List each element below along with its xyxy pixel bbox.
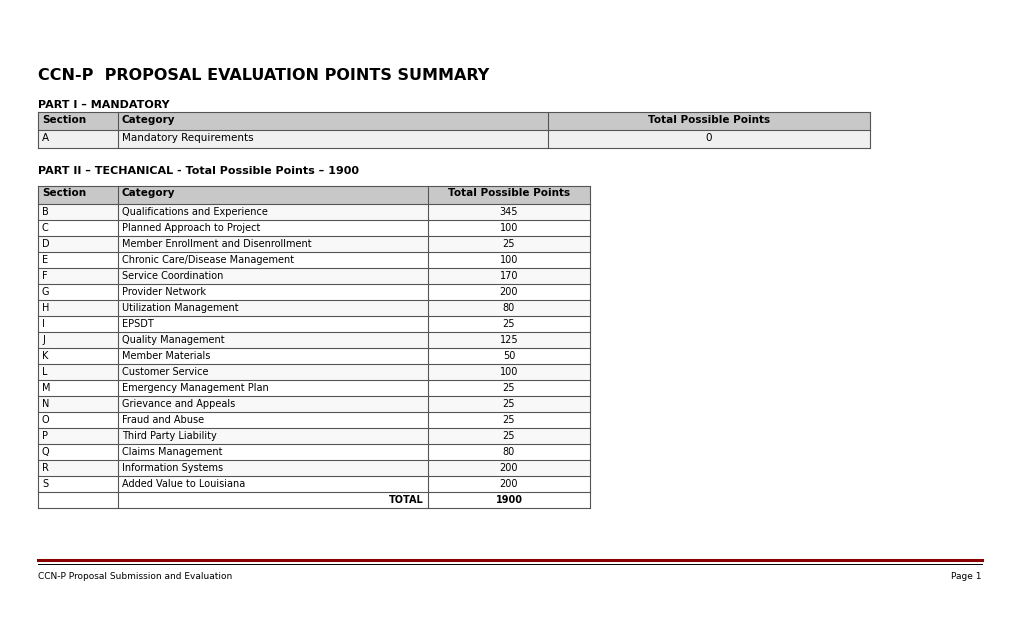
- Text: Utilization Management: Utilization Management: [122, 303, 238, 313]
- Text: O: O: [42, 415, 50, 425]
- Bar: [38, 268, 589, 284]
- Text: Chronic Care/Disease Management: Chronic Care/Disease Management: [122, 255, 293, 265]
- Text: Total Possible Points: Total Possible Points: [647, 115, 769, 125]
- Text: Q: Q: [42, 447, 50, 457]
- Text: Member Materials: Member Materials: [122, 351, 210, 361]
- Text: 80: 80: [502, 303, 515, 313]
- Bar: [38, 204, 589, 220]
- Text: 345: 345: [499, 207, 518, 217]
- Text: 1900: 1900: [495, 495, 522, 505]
- Text: Service Coordination: Service Coordination: [122, 271, 223, 281]
- Text: Total Possible Points: Total Possible Points: [447, 188, 570, 198]
- Text: PART II – TECHANICAL - Total Possible Points – 1900: PART II – TECHANICAL - Total Possible Po…: [38, 166, 359, 176]
- Text: 50: 50: [502, 351, 515, 361]
- Text: Claims Management: Claims Management: [122, 447, 222, 457]
- Bar: [38, 348, 589, 364]
- Bar: [38, 428, 589, 444]
- Text: Fraud and Abuse: Fraud and Abuse: [122, 415, 204, 425]
- Text: Planned Approach to Project: Planned Approach to Project: [122, 223, 260, 233]
- Text: N: N: [42, 399, 49, 409]
- Text: Mandatory Requirements: Mandatory Requirements: [122, 133, 254, 143]
- Text: EPSDT: EPSDT: [122, 319, 154, 329]
- Text: 100: 100: [499, 367, 518, 377]
- Text: Provider Network: Provider Network: [122, 287, 206, 297]
- Bar: [38, 112, 869, 130]
- Text: Emergency Management Plan: Emergency Management Plan: [122, 383, 268, 393]
- Text: PART I – MANDATORY: PART I – MANDATORY: [38, 100, 169, 110]
- Text: C: C: [42, 223, 49, 233]
- Bar: [38, 444, 589, 460]
- Text: Qualifications and Experience: Qualifications and Experience: [122, 207, 268, 217]
- Bar: [38, 284, 589, 300]
- Text: L: L: [42, 367, 48, 377]
- Text: Page 1: Page 1: [951, 572, 981, 581]
- Text: Third Party Liability: Third Party Liability: [122, 431, 217, 441]
- Bar: [38, 252, 589, 268]
- Bar: [38, 396, 589, 412]
- Bar: [38, 316, 589, 332]
- Text: 100: 100: [499, 255, 518, 265]
- Bar: [38, 300, 589, 316]
- Text: Category: Category: [122, 115, 175, 125]
- Bar: [38, 186, 589, 204]
- Text: K: K: [42, 351, 48, 361]
- Text: R: R: [42, 463, 49, 473]
- Text: 25: 25: [502, 399, 515, 409]
- Text: I: I: [42, 319, 45, 329]
- Text: 25: 25: [502, 319, 515, 329]
- Bar: [38, 412, 589, 428]
- Text: 200: 200: [499, 287, 518, 297]
- Text: B: B: [42, 207, 49, 217]
- Text: CCN-P  PROPOSAL EVALUATION POINTS SUMMARY: CCN-P PROPOSAL EVALUATION POINTS SUMMARY: [38, 68, 489, 83]
- Bar: [38, 476, 589, 492]
- Text: M: M: [42, 383, 51, 393]
- Text: 200: 200: [499, 463, 518, 473]
- Bar: [38, 460, 589, 476]
- Bar: [38, 380, 589, 396]
- Bar: [38, 236, 589, 252]
- Text: F: F: [42, 271, 48, 281]
- Text: P: P: [42, 431, 48, 441]
- Text: Grievance and Appeals: Grievance and Appeals: [122, 399, 235, 409]
- Text: 25: 25: [502, 431, 515, 441]
- Text: G: G: [42, 287, 50, 297]
- Text: J: J: [42, 335, 45, 345]
- Text: 25: 25: [502, 383, 515, 393]
- Text: CCN-P Proposal Submission and Evaluation: CCN-P Proposal Submission and Evaluation: [38, 572, 232, 581]
- Text: 25: 25: [502, 415, 515, 425]
- Text: TOTAL: TOTAL: [389, 495, 424, 505]
- Text: E: E: [42, 255, 48, 265]
- Text: H: H: [42, 303, 49, 313]
- Bar: [38, 492, 589, 508]
- Text: Information Systems: Information Systems: [122, 463, 223, 473]
- Text: Section: Section: [42, 115, 86, 125]
- Bar: [38, 332, 589, 348]
- Text: Added Value to Louisiana: Added Value to Louisiana: [122, 479, 245, 489]
- Text: 200: 200: [499, 479, 518, 489]
- Bar: [38, 130, 869, 148]
- Text: D: D: [42, 239, 50, 249]
- Text: 125: 125: [499, 335, 518, 345]
- Bar: [38, 364, 589, 380]
- Text: 100: 100: [499, 223, 518, 233]
- Text: 80: 80: [502, 447, 515, 457]
- Text: 0: 0: [705, 133, 711, 143]
- Text: Customer Service: Customer Service: [122, 367, 208, 377]
- Text: 170: 170: [499, 271, 518, 281]
- Text: Quality Management: Quality Management: [122, 335, 224, 345]
- Text: Section: Section: [42, 188, 86, 198]
- Bar: [38, 220, 589, 236]
- Text: Category: Category: [122, 188, 175, 198]
- Text: 25: 25: [502, 239, 515, 249]
- Text: S: S: [42, 479, 48, 489]
- Text: Member Enrollment and Disenrollment: Member Enrollment and Disenrollment: [122, 239, 312, 249]
- Text: A: A: [42, 133, 49, 143]
